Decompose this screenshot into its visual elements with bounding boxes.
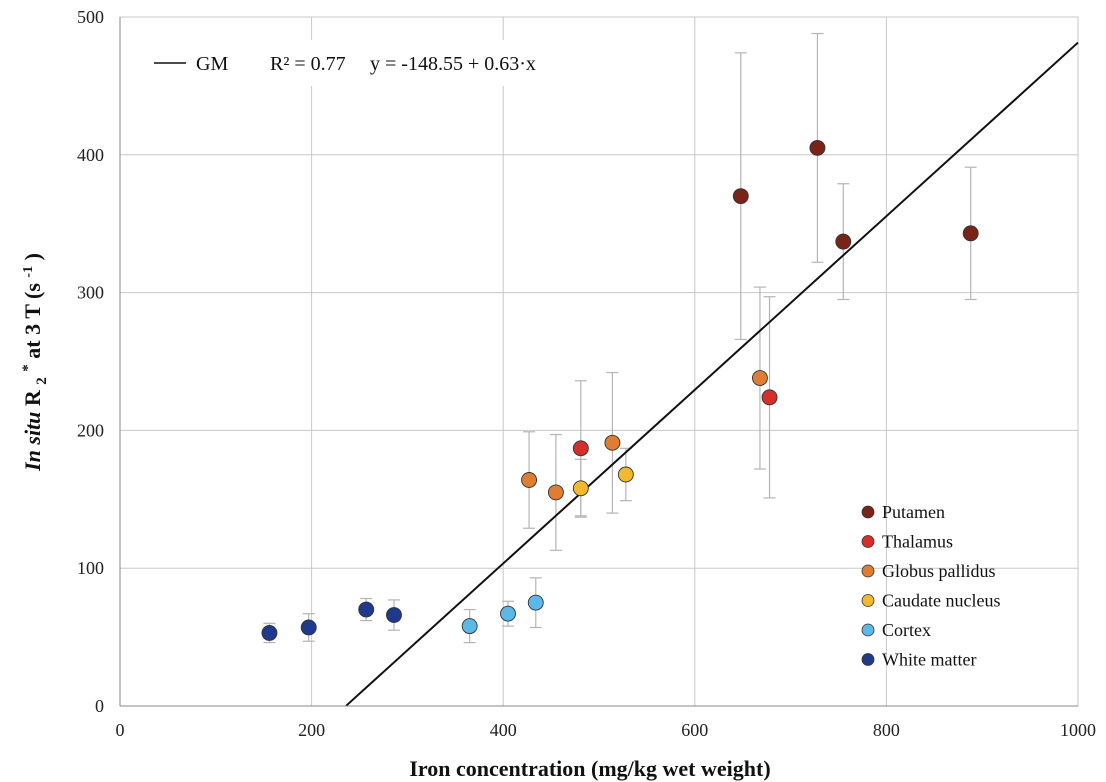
data-point bbox=[461, 618, 478, 635]
y-tick-label: 0 bbox=[95, 696, 104, 716]
error-bars bbox=[263, 32, 977, 644]
y-tick-label: 100 bbox=[77, 558, 104, 578]
fit-legend-equation: y = -148.55 + 0.63·x bbox=[370, 53, 536, 75]
data-point bbox=[751, 370, 768, 386]
y-tick-label: 500 bbox=[77, 7, 104, 27]
data-point bbox=[521, 472, 538, 488]
data-point bbox=[300, 619, 317, 636]
regression-line bbox=[345, 41, 1079, 707]
legend-marker bbox=[861, 505, 875, 519]
y-axis-label-close: ) bbox=[20, 253, 45, 260]
legend-marker bbox=[861, 653, 875, 666]
x-tick-label: 200 bbox=[298, 720, 325, 740]
data-point bbox=[732, 188, 749, 205]
x-tick-label: 600 bbox=[681, 720, 708, 740]
fit-legend: GM R² = 0.77 y = -148.55 + 0.63·x bbox=[143, 40, 571, 86]
x-tick-label: 1000 bbox=[1060, 720, 1096, 740]
data-point bbox=[358, 601, 375, 618]
data-points bbox=[261, 139, 979, 641]
legend-marker bbox=[861, 564, 875, 578]
fit-line-group bbox=[345, 41, 1079, 707]
x-tick-label: 400 bbox=[490, 720, 517, 740]
y-tick-label: 400 bbox=[77, 145, 104, 165]
legend-label: Globus pallidus bbox=[882, 561, 996, 581]
fit-legend-backdrop bbox=[143, 40, 571, 86]
y-axis-label-rest: at 3 T (s bbox=[20, 283, 45, 359]
legend-marker bbox=[861, 594, 875, 607]
y-axis-label-exp: -1 bbox=[21, 266, 36, 278]
y-axis-label-sub: 2 bbox=[34, 377, 50, 385]
legend-label: Thalamus bbox=[882, 532, 953, 552]
data-point bbox=[500, 605, 516, 622]
fit-legend-r2: R² = 0.77 bbox=[270, 53, 346, 75]
data-point bbox=[962, 225, 979, 242]
x-axis-label: Iron concentration (mg/kg wet weight) bbox=[409, 756, 770, 781]
data-point bbox=[386, 607, 402, 624]
data-point bbox=[761, 389, 778, 406]
legend-label: White matter bbox=[882, 650, 976, 670]
data-point bbox=[604, 434, 621, 451]
data-point bbox=[809, 139, 826, 156]
legend-label: Cortex bbox=[882, 620, 931, 640]
data-point bbox=[617, 466, 634, 483]
y-tick-label: 300 bbox=[77, 283, 104, 303]
y-axis-label-star: * bbox=[20, 364, 36, 372]
legend-label: Putamen bbox=[882, 502, 945, 522]
data-point bbox=[527, 594, 544, 611]
legend: Putamen Thalamus Globus pallidus Caudate nu… bbox=[861, 502, 1000, 670]
y-axis-label-main: R bbox=[20, 389, 45, 406]
data-point bbox=[572, 480, 589, 497]
legend-marker bbox=[861, 535, 875, 548]
legend-marker bbox=[861, 623, 875, 637]
data-point bbox=[835, 233, 852, 250]
y-axis-label-italic: In situ bbox=[20, 412, 45, 472]
data-point bbox=[572, 440, 589, 457]
x-tick-label: 800 bbox=[873, 720, 900, 740]
fit-legend-name: GM bbox=[196, 53, 228, 75]
y-tick-label: 200 bbox=[77, 420, 104, 440]
axes: 0 200 400 600 800 1000 0 100 200 300 400 500 bbox=[77, 7, 1096, 740]
legend-label: Caudate nucleus bbox=[882, 591, 1000, 611]
x-tick-label: 0 bbox=[116, 720, 125, 740]
data-point bbox=[547, 484, 564, 501]
y-axis-label: In situ R 2 * at 3 T (s -1 ) bbox=[12, 253, 51, 472]
data-point bbox=[261, 625, 278, 641]
